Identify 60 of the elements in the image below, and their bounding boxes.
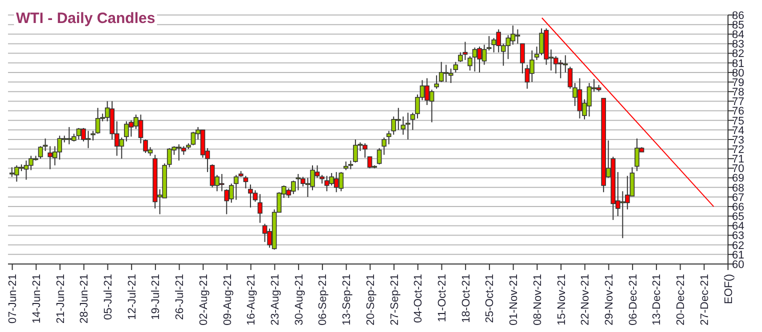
x-tick-label: 09-Aug-21: [222, 274, 234, 326]
candlestick: [406, 112, 410, 140]
x-tick-label: 12-Jul-21: [126, 274, 138, 320]
y-tick-label: 82: [732, 48, 744, 60]
y-tick-label: 76: [732, 106, 744, 118]
candlestick: [434, 74, 439, 90]
x-tick-label: 13-Sep-21: [341, 274, 354, 326]
x-tick-label: 01-Nov-21: [508, 274, 520, 326]
x-tick-label: 28-Jun-21: [78, 274, 91, 324]
x-tick-label: 02-Aug-21: [198, 274, 210, 326]
y-tick-label: 70: [732, 163, 744, 176]
candlestick: [568, 66, 573, 90]
x-tick-label: 20-Dec-21: [675, 274, 688, 326]
x-tick-label: 21-Jun-21: [54, 274, 67, 324]
x-tick-label: 22-Nov-21: [580, 274, 592, 326]
x-tick-label: 27-Sep-21: [388, 274, 401, 326]
y-tick-label: 61: [732, 249, 744, 262]
candlestick: [520, 43, 525, 74]
y-tick-label: 73: [732, 134, 744, 146]
x-tick-label: 05-Jul-21: [102, 274, 115, 320]
y-tick-label: 67: [732, 192, 744, 204]
y-tick-label: 60: [732, 258, 744, 271]
x-tick-label: EOF(): [722, 274, 735, 304]
x-tick-label: 06-Dec-21: [627, 274, 640, 326]
candlestick: [258, 194, 262, 224]
y-tick-label: 74: [732, 124, 744, 137]
y-tick-label: 80: [732, 67, 744, 80]
x-tick-label: 30-Aug-21: [293, 274, 306, 326]
x-tick-label: 27-Dec-21: [698, 274, 711, 326]
y-tick-label: 75: [732, 115, 744, 128]
y-tick-label: 69: [732, 172, 744, 185]
y-tick-label: 81: [732, 58, 744, 70]
x-tick-label: 16-Aug-21: [246, 274, 258, 326]
x-tick-label: 20-Sep-21: [364, 274, 377, 326]
x-tick-label: 14-Jun-21: [30, 274, 43, 324]
y-tick-label: 85: [732, 19, 744, 32]
candlestick: [376, 148, 382, 165]
y-tick-label: 62: [732, 240, 744, 252]
x-tick-label: 26-Jul-21: [174, 274, 186, 320]
candlestick: [382, 137, 386, 156]
y-tick-label: 63: [732, 230, 744, 242]
x-tick-label: 18-Oct-21: [460, 274, 472, 323]
x-tick-label: 23-Aug-21: [270, 274, 282, 326]
x-tick-label: 04-Oct-21: [412, 274, 425, 323]
x-tick-label: 25-Oct-21: [484, 274, 496, 323]
x-tick-label: 15-Nov-21: [556, 274, 568, 326]
x-tick-label: 29-Nov-21: [604, 274, 616, 326]
y-tick-label: 79: [732, 76, 744, 89]
y-tick-label: 68: [732, 182, 744, 194]
x-tick-label: 13-Dec-21: [651, 274, 664, 326]
x-tick-label: 19-Jul-21: [150, 274, 162, 320]
chart-title: WTI - Daily Candles: [14, 10, 158, 27]
candlestick: [38, 146, 43, 160]
x-tick-label: 08-Nov-21: [532, 274, 544, 326]
x-tick-label: 07-Jun-21: [7, 274, 20, 324]
x-tick-label: 06-Sep-21: [317, 274, 330, 326]
y-tick-label: 66: [732, 201, 744, 214]
y-tick-label: 86: [732, 10, 744, 22]
y-tick-label: 72: [732, 144, 744, 156]
x-tick-label: 11-Oct-21: [436, 274, 449, 322]
